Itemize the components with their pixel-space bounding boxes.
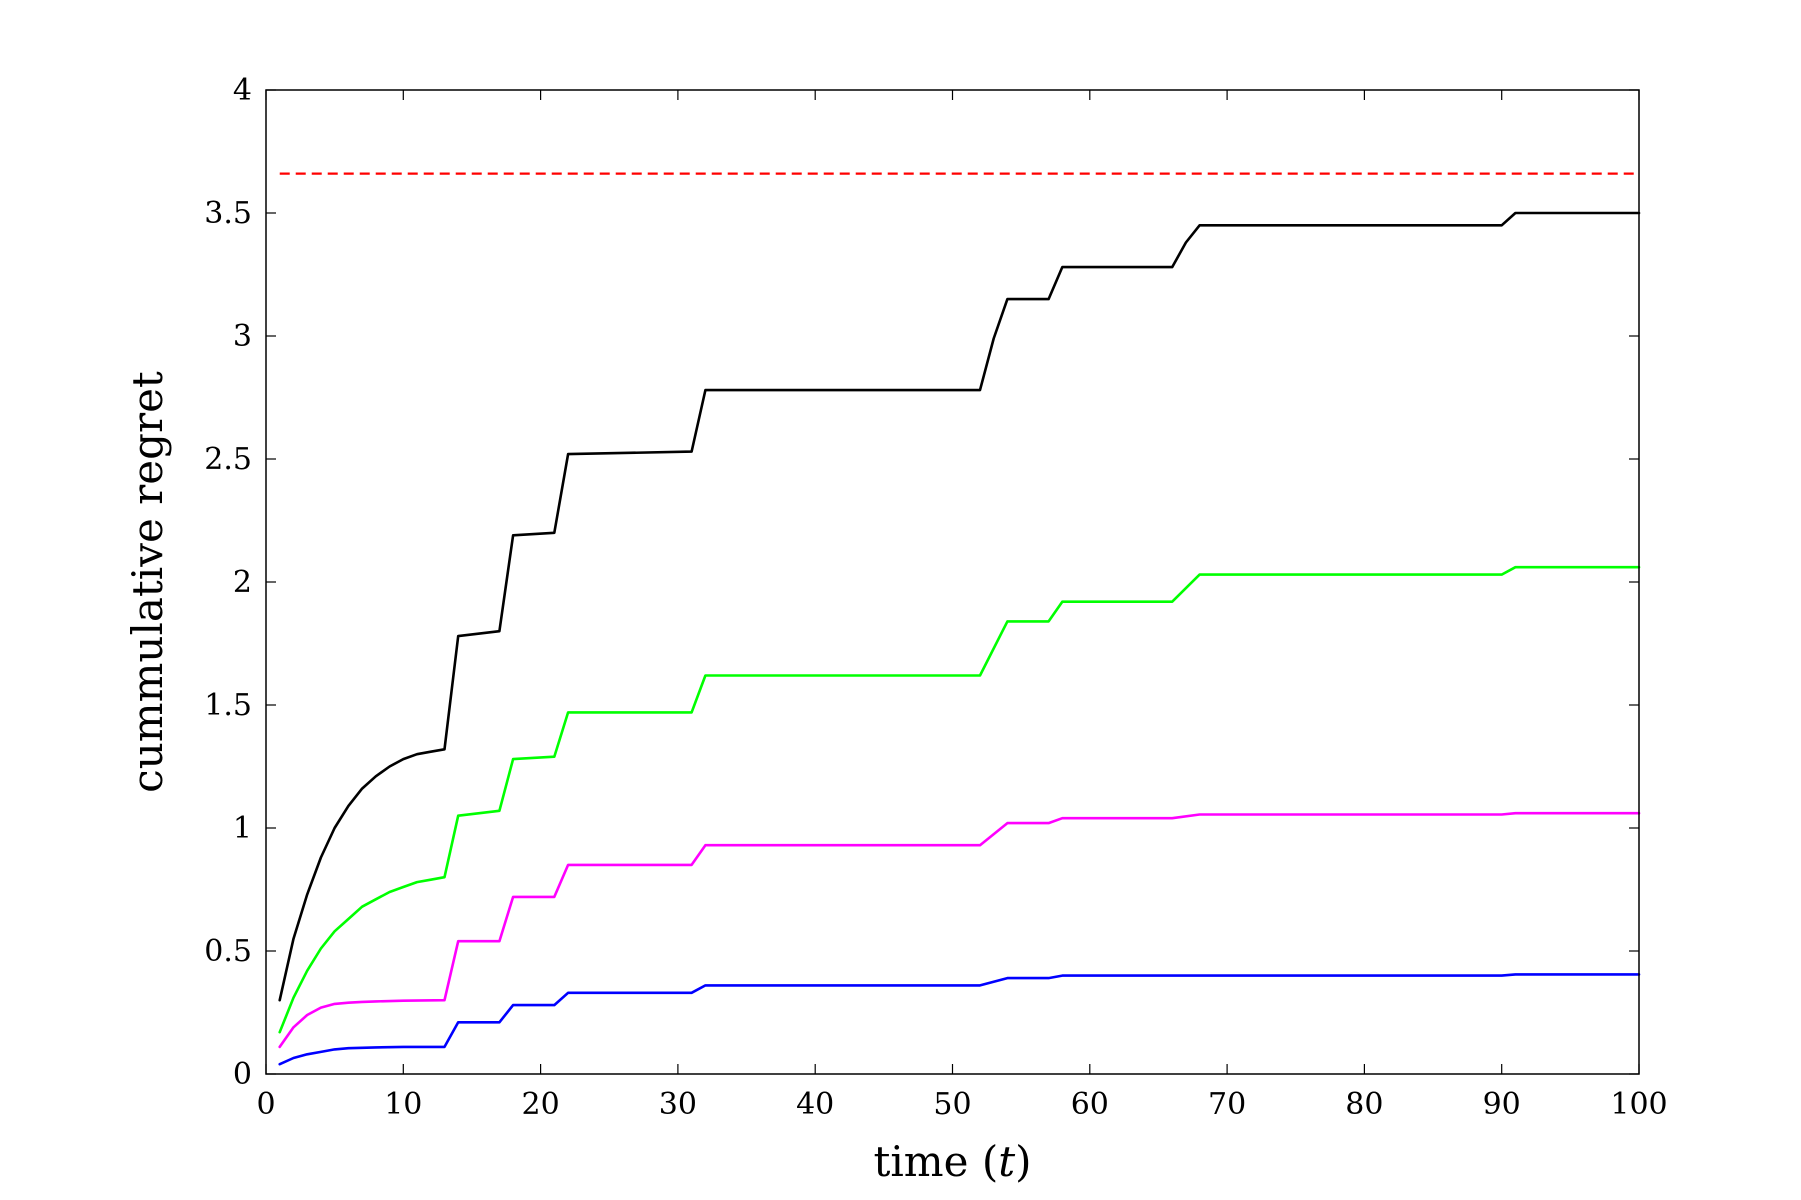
- y-tick-label: 2: [233, 565, 252, 600]
- x-tick-label: 80: [1345, 1087, 1383, 1122]
- series-line-1: [278, 211, 1641, 1002]
- x-tick-label: 0: [256, 1087, 275, 1122]
- series-line-4: [278, 973, 1641, 1066]
- x-axis-label: time (t): [873, 1137, 1031, 1186]
- y-tick-label: 3: [233, 319, 252, 354]
- x-tick-label: 40: [796, 1087, 834, 1122]
- x-tick-label: 20: [522, 1087, 560, 1122]
- plot-area-frame: [265, 89, 1640, 1075]
- tick-labels: 0 10 20 30 40 50 60 70 80 90 100 0 0.5 1 1.5 2 2.5 3 3.5 4: [204, 73, 1667, 1122]
- x-tick-label: 100: [1610, 1087, 1667, 1122]
- series-line-3: [278, 811, 1641, 1049]
- x-tick-label: 70: [1208, 1087, 1246, 1122]
- plot-lines: [278, 172, 1641, 1066]
- x-axis-label-close-paren: ): [1015, 1137, 1031, 1186]
- y-tick-label: 1: [233, 811, 252, 846]
- x-tick-label: 60: [1071, 1087, 1109, 1122]
- y-tick-label: 0.5: [204, 934, 252, 969]
- y-tick-label: 3.5: [204, 196, 252, 231]
- x-tick-label: 10: [384, 1087, 422, 1122]
- x-axis-label-variable: t: [998, 1137, 1015, 1186]
- x-tick-label: 90: [1483, 1087, 1521, 1122]
- y-tick-label: 4: [233, 73, 252, 108]
- x-tick-label: 50: [933, 1087, 971, 1122]
- x-axis-label-text: time: [873, 1137, 968, 1186]
- x-axis-label-open-paren: (: [968, 1137, 998, 1186]
- y-axis-label: cummulative regret: [123, 371, 172, 793]
- series-line-2: [278, 565, 1641, 1034]
- y-tick-label: 1.5: [204, 688, 252, 723]
- y-tick-label: 0: [233, 1057, 252, 1092]
- y-tick-label: 2.5: [204, 442, 252, 477]
- x-tick-label: 30: [659, 1087, 697, 1122]
